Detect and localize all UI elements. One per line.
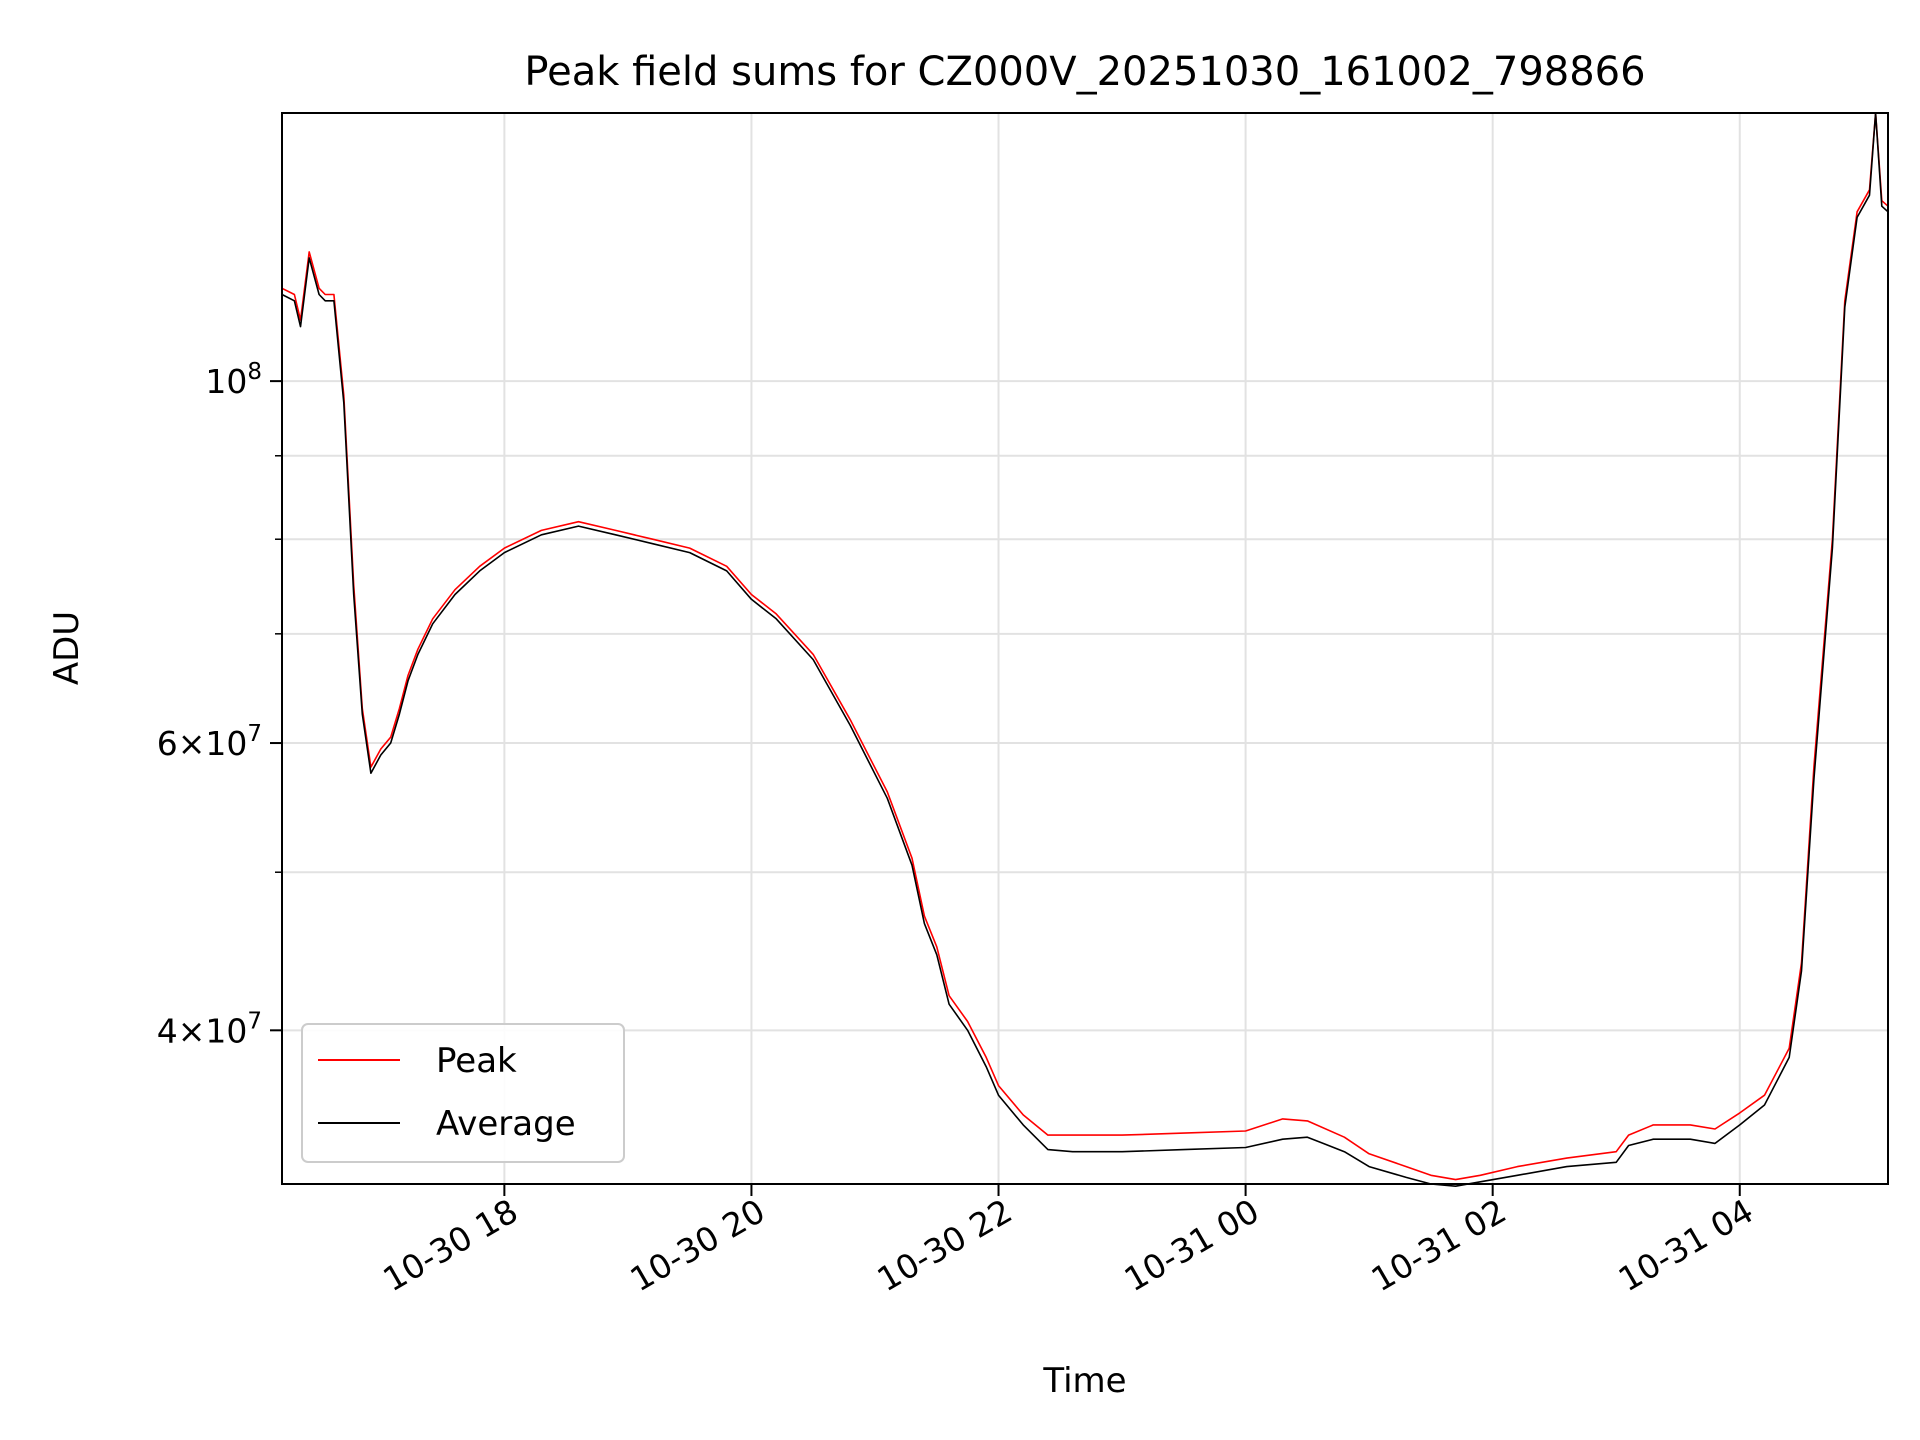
series-line-average [281, 112, 1889, 1187]
y-tick-mantissa: 4 [157, 1011, 178, 1050]
y-tick-label: 6×107 [157, 721, 262, 763]
y-tick-label: 4×107 [157, 1008, 262, 1050]
y-tick-times: × [178, 724, 206, 763]
plot-frame [281, 112, 1889, 1185]
chart-title: Peak field sums for CZ000V_20251030_1610… [524, 49, 1645, 95]
legend: Peak Average [301, 1023, 625, 1163]
y-axis-title: ADU [47, 611, 87, 685]
x-axis-title: Time [1042, 1361, 1126, 1401]
y-tick-base: 10 [205, 724, 247, 763]
y-tick-base: 10 [205, 1011, 247, 1050]
series-line-peak [281, 112, 1889, 1181]
y-tick-label: 108 [205, 359, 262, 401]
y-tick-base: 10 [205, 362, 247, 401]
y-tick-times: × [178, 1011, 206, 1050]
grid-lines [282, 113, 1888, 1184]
y-tick-mantissa: 6 [157, 724, 178, 763]
legend-label-average: Average [436, 1104, 576, 1144]
y-tick-exponent: 7 [247, 1008, 262, 1034]
series-lines [281, 112, 1889, 1187]
legend-box [301, 1023, 625, 1163]
y-tick-exponent: 7 [247, 721, 262, 747]
legend-label-peak: Peak [436, 1041, 517, 1081]
y-tick-exponent: 8 [247, 359, 262, 385]
